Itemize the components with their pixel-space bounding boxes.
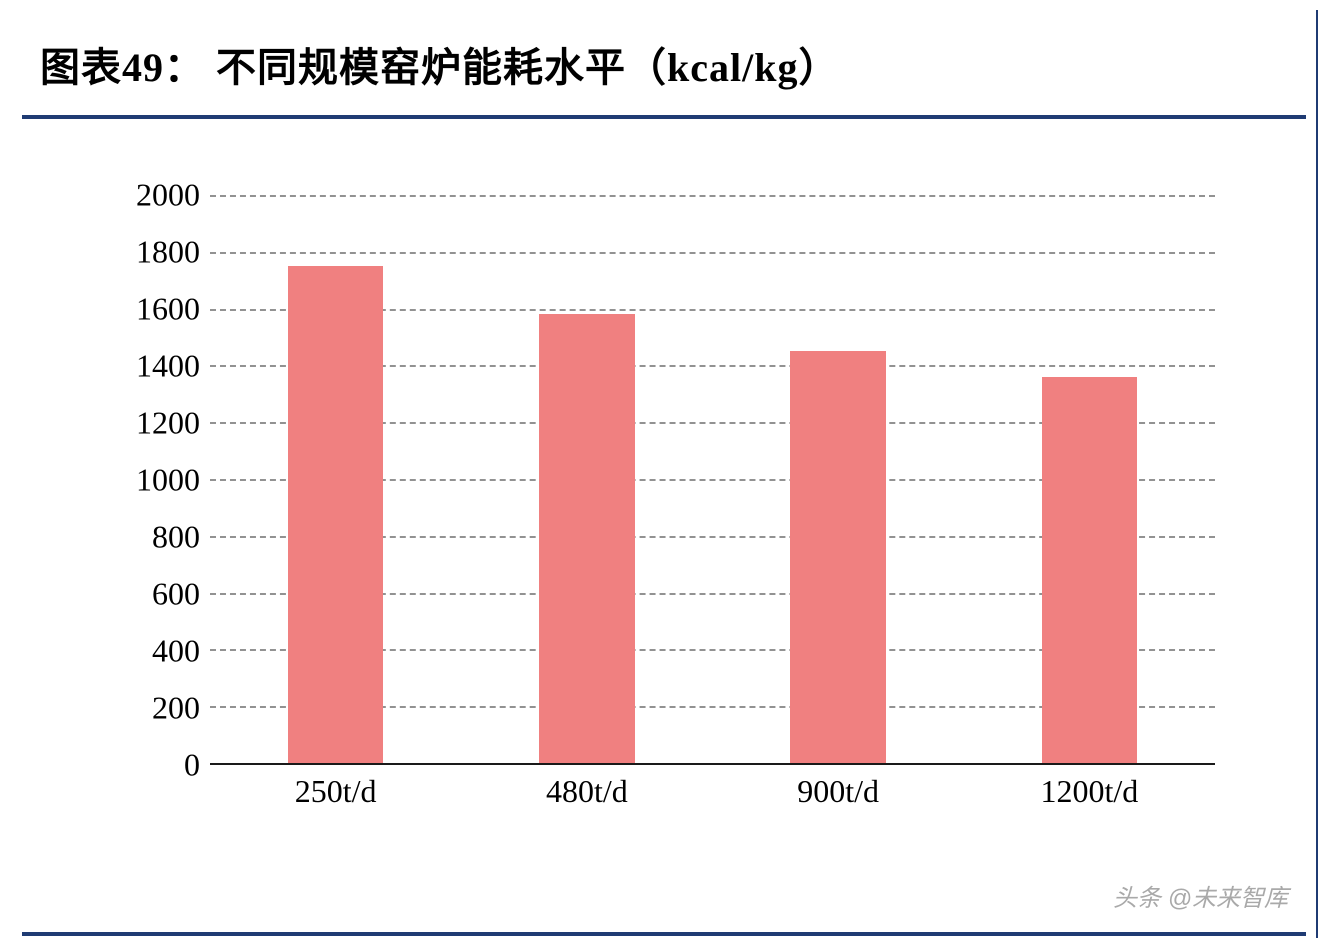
y-tick-label: 1000 [110, 462, 200, 499]
x-tick-label: 900t/d [797, 773, 879, 810]
watermark-text: 头条 @未来智库 [1113, 878, 1288, 913]
y-tick-label: 200 [110, 690, 200, 727]
gridline [210, 195, 1215, 197]
y-tick-label: 1600 [110, 291, 200, 328]
y-tick-label: 2000 [110, 177, 200, 214]
bar [288, 266, 383, 763]
y-tick-label: 1800 [110, 234, 200, 271]
plot-region: 250t/d480t/d900t/d1200t/d [210, 195, 1215, 765]
y-tick-label: 0 [110, 747, 200, 784]
chart-title: 图表49： 不同规模窑炉能耗水平（kcal/kg） [40, 35, 1298, 93]
y-tick-label: 1400 [110, 348, 200, 385]
x-tick-label: 250t/d [295, 773, 377, 810]
bar [539, 314, 634, 763]
y-tick-label: 1200 [110, 405, 200, 442]
x-tick-label: 1200t/d [1040, 773, 1138, 810]
bar [790, 351, 885, 763]
y-tick-label: 600 [110, 576, 200, 613]
page-right-border [1316, 10, 1318, 938]
bar-chart: 250t/d480t/d900t/d1200t/d 0 200 400 600 800 1… [105, 185, 1225, 805]
bar [1042, 377, 1137, 763]
page-bottom-rule [22, 932, 1306, 936]
chart-title-block: 图表49： 不同规模窑炉能耗水平（kcal/kg） [0, 0, 1328, 105]
title-underline [22, 115, 1306, 119]
x-tick-label: 480t/d [546, 773, 628, 810]
y-tick-label: 400 [110, 633, 200, 670]
gridline [210, 252, 1215, 254]
y-tick-label: 800 [110, 519, 200, 556]
